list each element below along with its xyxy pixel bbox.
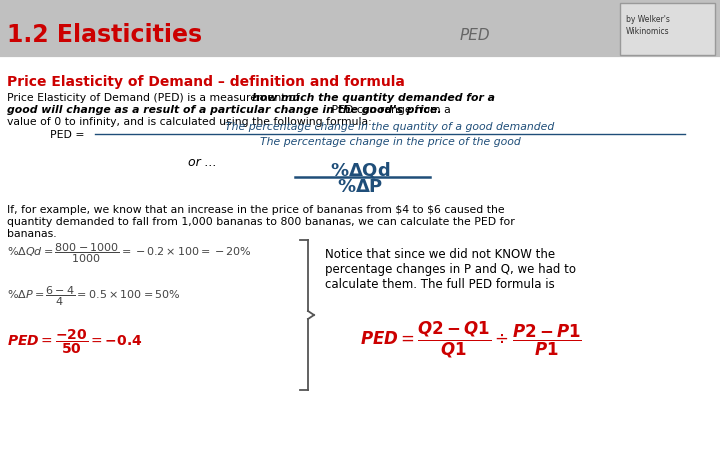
Text: $\boldsymbol{PED} = \dfrac{\boldsymbol{Q2-Q1}}{\boldsymbol{Q1}} \div \dfrac{\bol: $\boldsymbol{PED} = \dfrac{\boldsymbol{Q… [360, 320, 582, 360]
Text: Wikinomics: Wikinomics [626, 27, 670, 36]
Text: 1.2 Elasticities: 1.2 Elasticities [7, 23, 202, 47]
Text: quantity demanded to fall from 1,000 bananas to 800 bananas, we can calculate th: quantity demanded to fall from 1,000 ban… [7, 217, 515, 227]
Bar [0, 0, 720, 58]
Text: PED can range from a: PED can range from a [328, 105, 451, 115]
Text: $\%\Delta Qd = \dfrac{800-1000}{1000} = -0.2 \times 100 = -20\%$: $\%\Delta Qd = \dfrac{800-1000}{1000} = … [7, 242, 252, 266]
Text: or ...: or ... [188, 156, 217, 168]
Text: percentage changes in P and Q, we had to: percentage changes in P and Q, we had to [325, 263, 576, 276]
Bar [620, 3, 715, 55]
Text: The percentage change in the quantity of a good demanded: The percentage change in the quantity of… [225, 122, 554, 132]
Text: PED =: PED = [50, 130, 85, 140]
Text: Price Elasticity of Demand (PED) is a measurement of: Price Elasticity of Demand (PED) is a me… [7, 93, 303, 103]
Text: Price Elasticity of Demand – definition and formula: Price Elasticity of Demand – definition … [7, 75, 405, 89]
Text: value of 0 to infinity, and is calculated using the following formula:: value of 0 to infinity, and is calculate… [7, 117, 372, 127]
Text: If, for example, we know that an increase in the price of bananas from \$4 to \$: If, for example, we know that an increas… [7, 205, 505, 215]
Text: $\boldsymbol{PED} = \dfrac{\boldsymbol{-20}}{\boldsymbol{50}} = \boldsymbol{-0.4: $\boldsymbol{PED} = \dfrac{\boldsymbol{-… [7, 328, 143, 356]
Text: $\mathbf{\%\Delta P}$: $\mathbf{\%\Delta P}$ [337, 178, 383, 196]
Text: $\%\Delta P = \dfrac{6-4}{4} = 0.5 \times 100 = 50\%$: $\%\Delta P = \dfrac{6-4}{4} = 0.5 \time… [7, 285, 181, 308]
Text: calculate them. The full PED formula is: calculate them. The full PED formula is [325, 278, 554, 291]
Text: PED: PED [460, 27, 490, 42]
Text: by Welker's: by Welker's [626, 15, 670, 24]
Text: Notice that since we did not KNOW the: Notice that since we did not KNOW the [325, 248, 555, 261]
Text: bananas.: bananas. [7, 229, 57, 239]
Text: $\mathbf{\%\Delta Qd}$: $\mathbf{\%\Delta Qd}$ [330, 160, 390, 180]
Text: The percentage change in the price of the good: The percentage change in the price of th… [260, 137, 521, 147]
Text: how much the quantity demanded for a: how much the quantity demanded for a [252, 93, 495, 103]
Text: good will change as a result of a particular change in the good’s price.: good will change as a result of a partic… [7, 105, 441, 115]
